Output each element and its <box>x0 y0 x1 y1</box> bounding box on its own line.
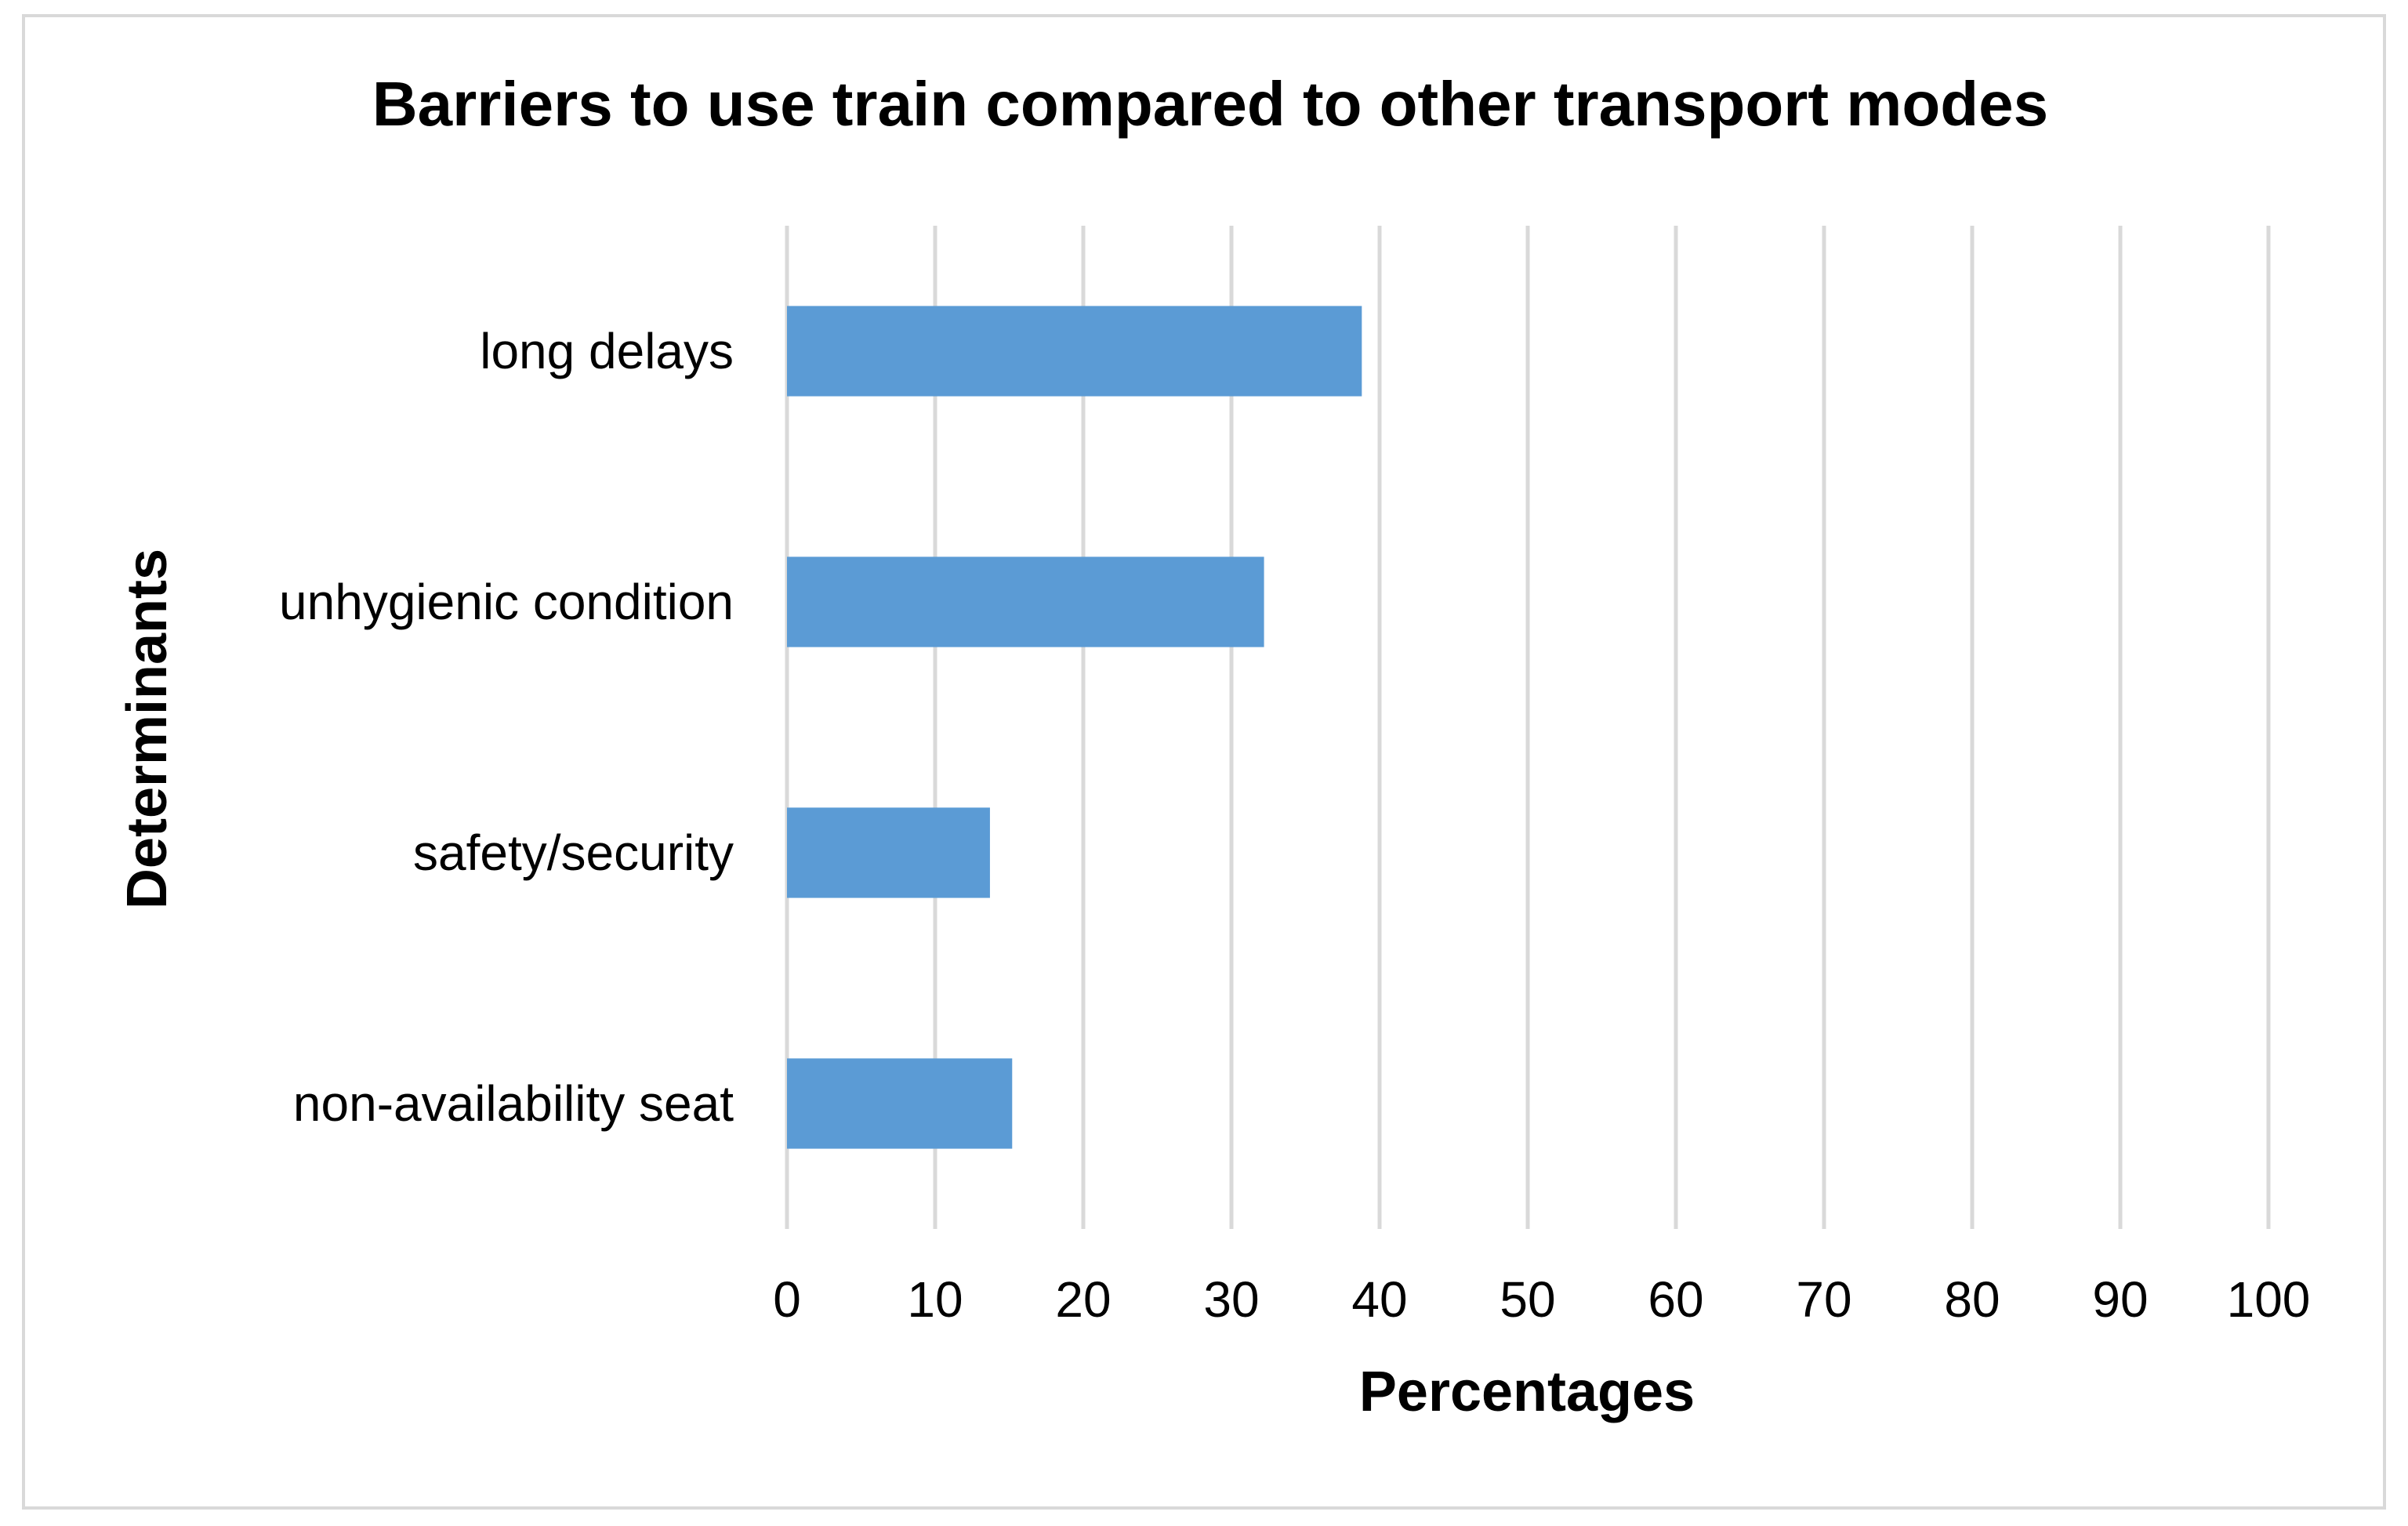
category-labels: long delays unhygienic condition safety/se… <box>279 323 734 1132</box>
x-axis-title: Percentages <box>1359 1361 1695 1423</box>
category-label: non-availability seat <box>293 1075 734 1132</box>
x-tick-label: 20 <box>1055 1271 1111 1328</box>
x-tick-label: 100 <box>2227 1271 2311 1328</box>
x-tick-label: 10 <box>907 1271 963 1328</box>
x-tick-label: 70 <box>1796 1271 1851 1328</box>
x-tick-label: 60 <box>1648 1271 1703 1328</box>
bar <box>787 306 1362 397</box>
bar <box>787 556 1264 647</box>
x-tick-label: 0 <box>773 1271 801 1328</box>
chart-title: Barriers to use train compared to other … <box>372 69 2048 139</box>
x-tick-labels: 0 10 20 30 40 50 60 70 80 90 100 <box>773 1271 2310 1328</box>
x-tick-label: 40 <box>1351 1271 1407 1328</box>
bar <box>787 807 990 898</box>
category-label: safety/security <box>413 825 734 881</box>
category-label: unhygienic condition <box>279 574 734 630</box>
bar <box>787 1058 1013 1149</box>
x-tick-label: 50 <box>1500 1271 1555 1328</box>
x-tick-label: 30 <box>1203 1271 1259 1328</box>
y-axis-title: Determinants <box>116 549 179 909</box>
bars <box>787 306 1362 1149</box>
chart-frame <box>22 14 2386 1510</box>
x-tick-label: 80 <box>1944 1271 2000 1328</box>
category-label: long delays <box>480 323 734 379</box>
x-tick-label: 90 <box>2092 1271 2148 1328</box>
